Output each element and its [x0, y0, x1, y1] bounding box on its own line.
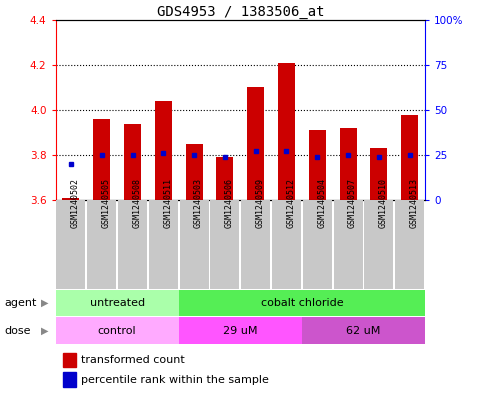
- Title: GDS4953 / 1383506_at: GDS4953 / 1383506_at: [156, 5, 324, 18]
- Text: cobalt chloride: cobalt chloride: [260, 298, 343, 308]
- Text: dose: dose: [5, 325, 31, 336]
- Bar: [62, 198, 79, 200]
- Bar: [272, 200, 301, 289]
- Bar: [241, 200, 270, 289]
- Text: ▶: ▶: [41, 298, 49, 308]
- Text: GSM1240513: GSM1240513: [410, 178, 419, 228]
- Text: GSM1240502: GSM1240502: [71, 178, 80, 228]
- Bar: [124, 123, 141, 200]
- Bar: [185, 144, 202, 200]
- Text: ▶: ▶: [41, 325, 49, 336]
- Bar: [180, 200, 209, 289]
- Bar: [118, 200, 147, 289]
- Text: percentile rank within the sample: percentile rank within the sample: [82, 375, 270, 385]
- Bar: [155, 101, 172, 200]
- Text: GSM1240506: GSM1240506: [225, 178, 234, 228]
- Text: agent: agent: [5, 298, 37, 308]
- Text: GSM1240504: GSM1240504: [317, 178, 327, 228]
- Text: 62 uM: 62 uM: [346, 325, 381, 336]
- Bar: [278, 62, 295, 200]
- Bar: [56, 290, 179, 316]
- Text: GSM1240507: GSM1240507: [348, 178, 357, 228]
- Text: GSM1240505: GSM1240505: [102, 178, 111, 228]
- Bar: [334, 200, 363, 289]
- Text: GSM1240512: GSM1240512: [286, 178, 296, 228]
- Bar: [340, 128, 356, 200]
- Text: GSM1240503: GSM1240503: [194, 178, 203, 228]
- Bar: [395, 200, 424, 289]
- Text: control: control: [98, 325, 136, 336]
- Text: GSM1240511: GSM1240511: [163, 178, 172, 228]
- Bar: [93, 119, 110, 200]
- Bar: [57, 200, 85, 289]
- Bar: [87, 200, 116, 289]
- Bar: [364, 200, 393, 289]
- Bar: [56, 317, 179, 344]
- Bar: [247, 87, 264, 200]
- Bar: [309, 130, 326, 200]
- Text: 29 uM: 29 uM: [223, 325, 257, 336]
- Bar: [211, 200, 240, 289]
- Text: untreated: untreated: [89, 298, 145, 308]
- Text: GSM1240510: GSM1240510: [379, 178, 388, 228]
- Text: transformed count: transformed count: [82, 355, 185, 365]
- Bar: [370, 149, 387, 200]
- Bar: [401, 114, 418, 200]
- Bar: [63, 372, 76, 387]
- Bar: [63, 353, 76, 367]
- Bar: [179, 290, 425, 316]
- Bar: [179, 317, 302, 344]
- Bar: [302, 317, 425, 344]
- Bar: [149, 200, 178, 289]
- Text: GSM1240509: GSM1240509: [256, 178, 265, 228]
- Bar: [216, 158, 233, 200]
- Bar: [303, 200, 332, 289]
- Text: GSM1240508: GSM1240508: [132, 178, 142, 228]
